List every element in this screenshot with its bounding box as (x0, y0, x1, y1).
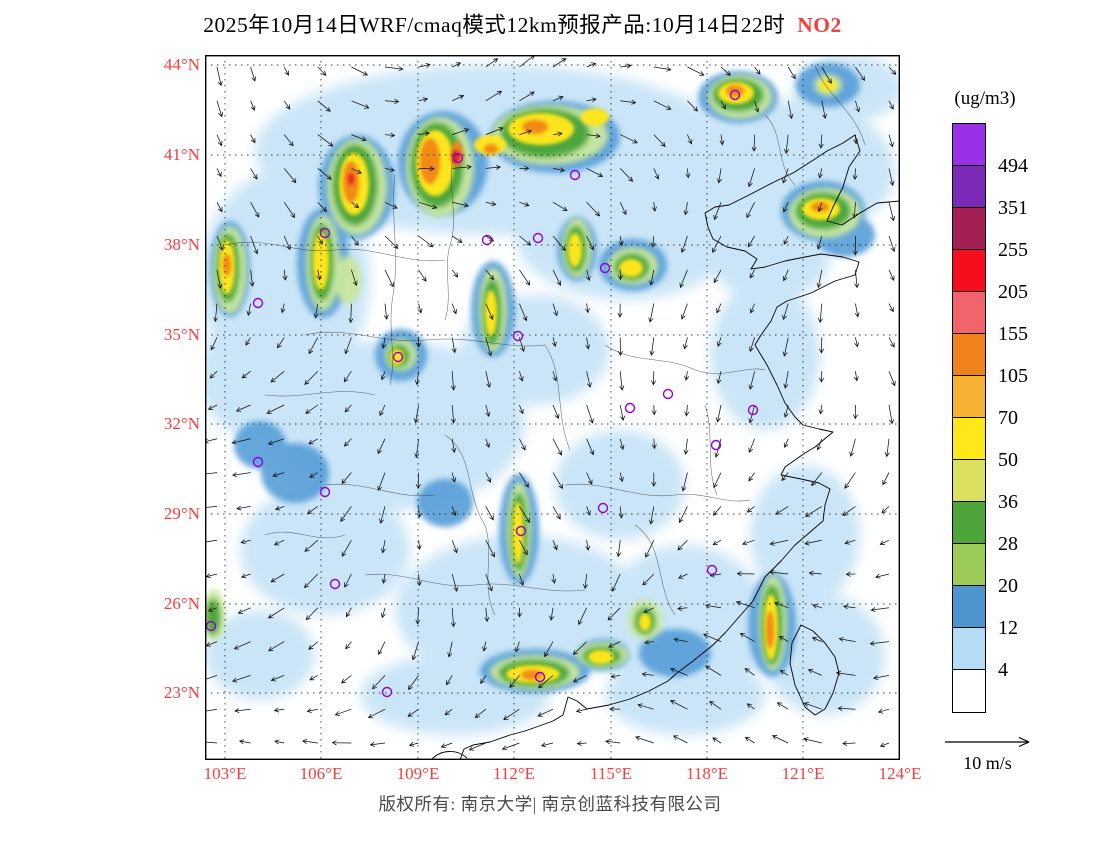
lat-tick-label: 32°N (163, 414, 200, 433)
station-marker (512, 330, 524, 342)
station-marker (597, 502, 609, 514)
legend-units: (ug/m3) (954, 88, 1016, 109)
station-marker (319, 486, 331, 498)
legend-swatch (953, 628, 985, 670)
wind-vectors (205, 55, 897, 751)
station-marker (532, 232, 544, 244)
station-marker (599, 262, 611, 274)
legend-swatch (953, 334, 985, 376)
title-text: 2025年10月14日WRF/cmaq模式12km预报产品:10月14日22时 (203, 13, 786, 37)
wind-reference-label: 10 m/s (963, 753, 1012, 773)
station-marker (452, 152, 464, 164)
lat-tick-label: 29°N (163, 504, 200, 523)
lat-tick-label: 41°N (163, 145, 200, 164)
legend-level-label: 28 (998, 533, 1018, 555)
coastline (430, 134, 900, 760)
lat-tick-label: 35°N (163, 325, 200, 344)
map-border (205, 55, 900, 760)
station-marker (392, 351, 404, 363)
wind-reference-arrow-icon (944, 736, 1029, 748)
station-marker (515, 525, 527, 537)
station-marker (252, 456, 264, 468)
legend-level-label: 36 (998, 491, 1018, 513)
longitude-axis: 103°E 106°E 109°E 112°E 115°E 118°E 121°E 124°E (204, 764, 935, 786)
species-label: NO2 (797, 13, 842, 37)
station-marker (481, 234, 493, 246)
lat-tick-label: 26°N (163, 594, 200, 613)
legend-level-label: 494 (998, 155, 1028, 177)
station-marker (329, 578, 341, 590)
station-marker (729, 89, 741, 101)
legend-swatch (953, 124, 985, 166)
wind-arrow (205, 55, 897, 751)
station-marker (205, 620, 217, 632)
lon-tick-label: 124°E (878, 764, 922, 783)
page-title: 2025年10月14日WRF/cmaq模式12km预报产品:10月14日22时 N… (0, 8, 1045, 39)
station-marker (710, 439, 722, 451)
city-markers (205, 89, 759, 698)
legend-level-label: 105 (998, 365, 1028, 387)
station-marker (624, 402, 636, 414)
legend-swatch (953, 670, 985, 712)
station-marker (706, 564, 718, 576)
lon-tick-label: 115°E (589, 764, 633, 783)
legend-level-label: 20 (998, 575, 1018, 597)
legend-level-label: 12 (998, 617, 1018, 639)
station-marker (662, 388, 674, 400)
legend-swatch (953, 586, 985, 628)
wind-reference: 10 m/s (930, 734, 1045, 774)
lon-tick-label: 118°E (685, 764, 729, 783)
color-legend: 494 351 255 205 155 105 70 50 36 28 20 12 4 (952, 123, 1092, 713)
station-marker (381, 686, 393, 698)
legend-swatch (953, 460, 985, 502)
legend-swatch (953, 208, 985, 250)
station-marker (747, 404, 759, 416)
legend-swatch (953, 292, 985, 334)
station-marker (319, 227, 331, 239)
no2-concentration-field (205, 55, 900, 735)
latitude-axis: 44°N 41°N 38°N 35°N 32°N 29°N 26°N 23°N (138, 55, 200, 760)
legend-swatch (953, 544, 985, 586)
lon-tick-label: 112°E (492, 764, 536, 783)
lat-tick-label: 38°N (163, 235, 200, 254)
forecast-map (205, 55, 900, 760)
lon-tick-label: 121°E (781, 764, 825, 783)
lat-tick-label: 23°N (163, 683, 200, 702)
legend-level-label: 155 (998, 323, 1028, 345)
legend-level-label: 255 (998, 239, 1028, 261)
legend-level-label: 4 (998, 659, 1008, 681)
lat-tick-label: 44°N (163, 55, 200, 74)
station-marker (534, 671, 546, 683)
legend-level-label: 50 (998, 449, 1018, 471)
station-marker (252, 297, 264, 309)
legend-level-label: 205 (998, 281, 1028, 303)
legend-level-label: 70 (998, 407, 1018, 429)
forecast-map-frame (205, 55, 900, 760)
copyright-text: 版权所有: 南京大学| 南京创蓝科技有限公司 (378, 794, 722, 814)
lon-tick-label: 103°E (203, 764, 247, 783)
legend-swatch (953, 376, 985, 418)
lon-tick-label: 109°E (396, 764, 440, 783)
legend-swatch (953, 502, 985, 544)
legend-colorbar (952, 123, 986, 713)
legend-swatch (953, 250, 985, 292)
legend-swatch (953, 418, 985, 460)
legend-level-label: 351 (998, 197, 1028, 219)
lon-tick-label: 106°E (299, 764, 343, 783)
legend-swatch (953, 166, 985, 208)
station-marker (569, 169, 581, 181)
